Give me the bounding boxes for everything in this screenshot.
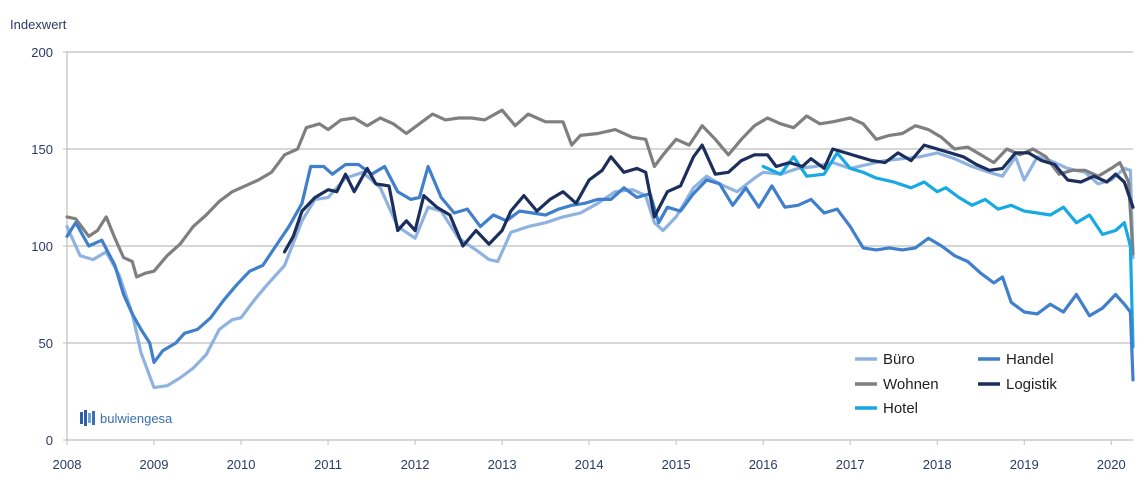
y-tick-label: 100 — [31, 239, 53, 254]
x-tick-label: 2013 — [488, 457, 517, 472]
logo-text: bulwiengesa — [100, 411, 173, 426]
y-tick-label: 200 — [31, 45, 53, 60]
x-tick-label: 2015 — [662, 457, 691, 472]
x-tick-label: 2018 — [923, 457, 952, 472]
series-line-handel — [65, 162, 1135, 382]
y-tick-labels: 0 50 100 150 200 — [31, 45, 53, 448]
legend-label: Logistik — [1006, 376, 1057, 393]
logo-mark-icon — [80, 410, 95, 426]
y-tick-label: 0 — [46, 433, 53, 448]
legend-label: Büro — [883, 351, 915, 368]
y-tick-label: 150 — [31, 142, 53, 157]
y-axis-title: Indexwert — [10, 17, 67, 32]
x-tick-label: 2009 — [140, 457, 169, 472]
axes — [63, 51, 1133, 445]
gridlines — [67, 51, 1133, 344]
x-tick-label: 2012 — [401, 457, 430, 472]
series-lines — [65, 108, 1135, 390]
x-tick-label: 2010 — [227, 457, 256, 472]
legend-label: Wohnen — [883, 376, 939, 393]
x-tick-label: 2016 — [749, 457, 778, 472]
series-line-hotel — [761, 151, 1135, 349]
x-tick-labels: 2008 2009 2010 2011 2012 2013 2014 2015 2016 2017… — [53, 457, 1126, 472]
x-tick-label: 2017 — [836, 457, 865, 472]
x-tick-label: 2019 — [1010, 457, 1039, 472]
x-tick-label: 2020 — [1097, 457, 1126, 472]
legend: Büro Handel Wohnen Logistik Hotel — [855, 351, 1057, 417]
y-tick-label: 50 — [39, 336, 53, 351]
series-line-logistik — [283, 143, 1135, 254]
legend-label: Handel — [1006, 351, 1054, 368]
x-tick-label: 2008 — [53, 457, 82, 472]
bulwiengesa-logo: bulwiengesa — [80, 410, 173, 426]
series-line-bro — [65, 151, 1135, 390]
legend-label: Hotel — [883, 400, 918, 417]
x-tick-label: 2011 — [314, 457, 342, 472]
series-line-wohnen — [65, 108, 1135, 279]
x-tick-label: 2014 — [575, 457, 604, 472]
